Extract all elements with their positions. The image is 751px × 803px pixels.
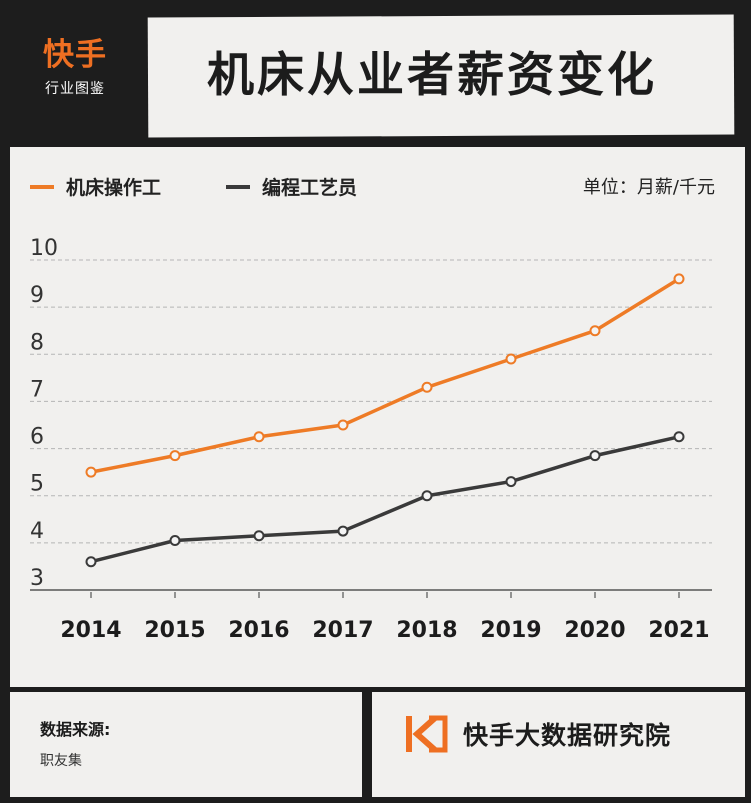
brand-subtitle: 行业图鉴: [45, 81, 105, 97]
x-tick-label: 2021: [648, 618, 709, 643]
unit-label: 单位：月薪/千元: [582, 177, 715, 198]
x-tick-label: 2019: [480, 618, 541, 643]
brand-name: 快手: [43, 37, 107, 73]
source-value: 职友集: [40, 753, 82, 769]
data-point: [673, 273, 685, 285]
series-line: [89, 435, 681, 564]
x-tick-label: 2015: [144, 618, 205, 643]
series-line: [89, 277, 681, 474]
data-point: [85, 466, 97, 478]
data-point: [169, 535, 181, 546]
data-point: [505, 353, 517, 365]
y-tick-label: 8: [30, 330, 44, 355]
brand-block: 快手 行业图鉴: [20, 38, 130, 98]
source-label: 数据来源:: [40, 720, 111, 739]
footer-panel: [372, 692, 745, 797]
y-tick-label: 4: [30, 519, 44, 544]
data-point: [505, 476, 517, 488]
y-tick-label: 9: [30, 283, 44, 308]
y-tick-label: 6: [30, 425, 44, 450]
data-point: [589, 450, 601, 462]
x-tick-label: 2017: [312, 618, 373, 643]
x-tick-label: 2014: [60, 618, 121, 643]
chart-panel: [10, 147, 745, 687]
page-title: 机床从业者薪资变化: [207, 48, 657, 103]
footer-brand: 快手大数据研究院: [405, 712, 671, 756]
data-point: [673, 431, 685, 443]
kuaishou-logo-icon: [406, 715, 448, 753]
y-tick-label: 5: [30, 472, 44, 497]
y-tick-label: 10: [30, 236, 58, 261]
footer-brand-text: 快手大数据研究院: [463, 721, 672, 750]
data-point: [253, 431, 265, 443]
source-panel: [10, 692, 362, 797]
data-point: [169, 450, 181, 462]
source-block: 数据来源: 职友集: [40, 716, 110, 770]
data-point: [421, 490, 433, 502]
data-point: [589, 325, 601, 337]
legend-item-operator: 机床操作工: [30, 173, 161, 200]
data-point: [253, 530, 265, 542]
data-point: [85, 556, 97, 568]
legend-item-programmer: 编程工艺员: [226, 173, 357, 200]
legend-swatch-operator: [30, 184, 54, 189]
x-tick-label: 2016: [228, 618, 289, 643]
legend-label-programmer: 编程工艺员: [262, 177, 358, 199]
data-point: [337, 419, 349, 431]
legend-label-operator: 机床操作工: [66, 177, 162, 199]
data-point: [337, 525, 349, 537]
y-tick-label: 7: [30, 377, 44, 402]
legend-swatch-programmer: [226, 184, 250, 189]
x-tick-label: 2020: [564, 618, 625, 643]
x-tick-label: 2018: [396, 618, 457, 643]
y-tick-label: 3: [30, 566, 44, 591]
data-point: [421, 381, 433, 393]
